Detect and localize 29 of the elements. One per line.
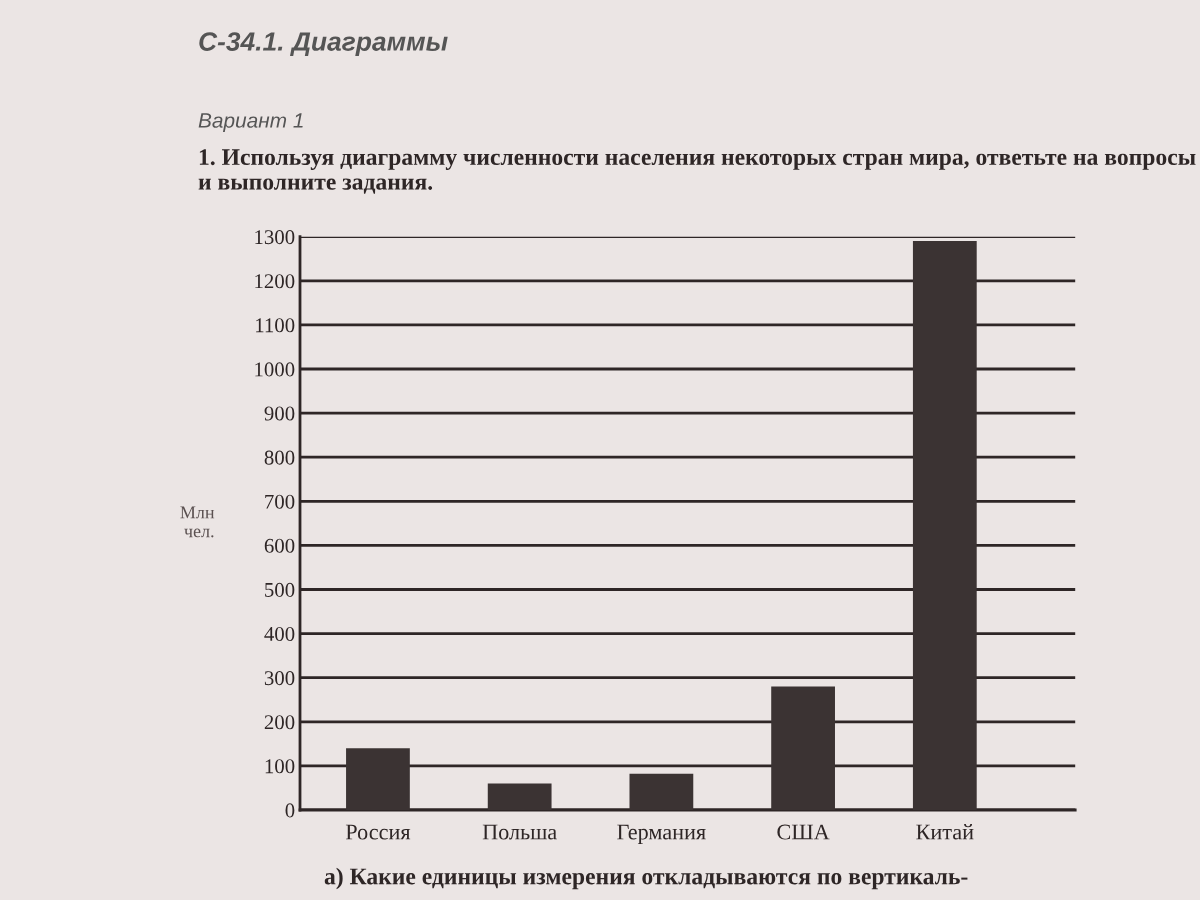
y-tick-label: 1100 <box>256 318 295 333</box>
y-tick-label: 1200 <box>255 274 295 289</box>
y-tick-label: 1300 <box>255 230 295 245</box>
y-tick-label: 300 <box>264 671 295 686</box>
y-axis-title: Млн чел. <box>180 506 215 538</box>
y-tick-label: 100 <box>265 759 295 774</box>
x-tick-label: Польша <box>482 824 557 840</box>
y-tick-label: 600 <box>264 538 295 553</box>
y-tick-label: 900 <box>264 406 295 421</box>
x-tick-label: Россия <box>345 824 411 840</box>
y-tick-label: 0 <box>285 803 295 818</box>
bar <box>771 686 835 810</box>
x-tick-label: Германия <box>617 824 706 845</box>
y-tick-label: 700 <box>265 494 295 509</box>
y-tick-label: 800 <box>264 450 295 465</box>
x-tick-label: Китай <box>916 824 974 840</box>
text: 1. Используя диаграмму численности населения некоторых стран мира, ответьте на вопросы и выполните задания. <box>198 149 1196 194</box>
x-tick-label: США <box>777 824 830 840</box>
bar <box>629 773 694 810</box>
y-tick-label: 200 <box>264 715 295 730</box>
y-tick-label: 400 <box>264 626 295 642</box>
text: а) Какие единицы измерения откладываются по вертикаль- <box>324 867 968 890</box>
y-tick-label: 1000 <box>255 362 295 377</box>
bar <box>487 783 552 810</box>
y-tick-label: 500 <box>265 582 295 597</box>
bar <box>346 748 410 810</box>
chart-title: С-34.1. Диаграммы <box>199 32 448 57</box>
chart-subtitle: Вариант 1 <box>198 113 303 132</box>
bar <box>912 241 977 810</box>
